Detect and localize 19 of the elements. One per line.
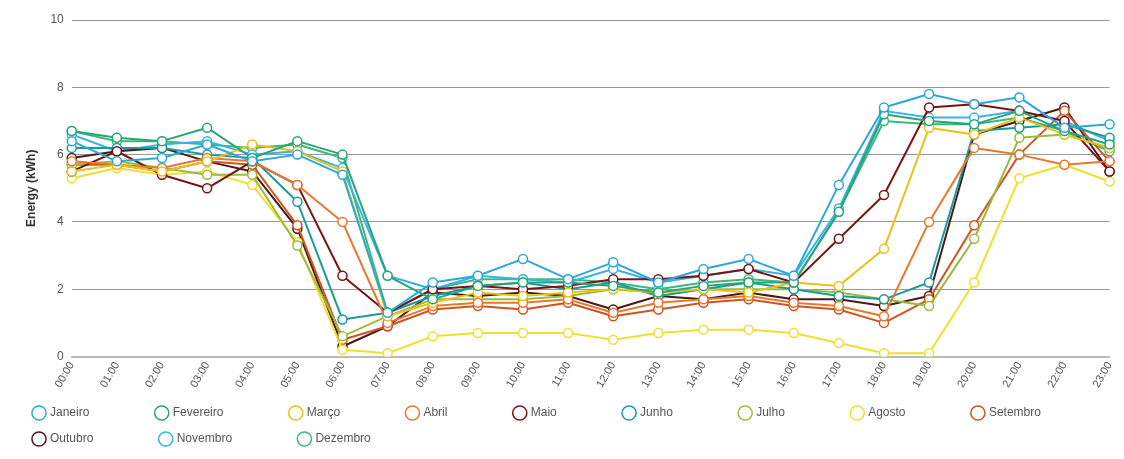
legend-label: Junho <box>640 405 727 420</box>
legend-label: Outubro <box>50 431 147 446</box>
y-axis-title: Energy (kWh) <box>23 149 38 227</box>
legend-label: Abril <box>423 405 501 420</box>
y-tick-label: 8 <box>57 79 65 94</box>
y-tick-label: 6 <box>57 146 65 161</box>
legend-label: Agosto <box>868 405 959 420</box>
legend-label: Dezembro <box>315 431 425 446</box>
legend-label: Março <box>306 405 394 420</box>
legend-label: Maio <box>530 405 611 420</box>
legend-label: Novembro <box>176 431 286 446</box>
y-tick-label: 2 <box>57 281 65 296</box>
y-tick-label: 0 <box>57 348 65 363</box>
y-tick-label: 4 <box>57 214 65 229</box>
legend-label: Janeiro <box>50 405 143 420</box>
legend-label: Setembro <box>988 405 1095 420</box>
legend-label: Julho <box>756 405 839 420</box>
y-tick-label: 10 <box>50 12 65 27</box>
legend-label: Fevereiro <box>172 405 277 420</box>
